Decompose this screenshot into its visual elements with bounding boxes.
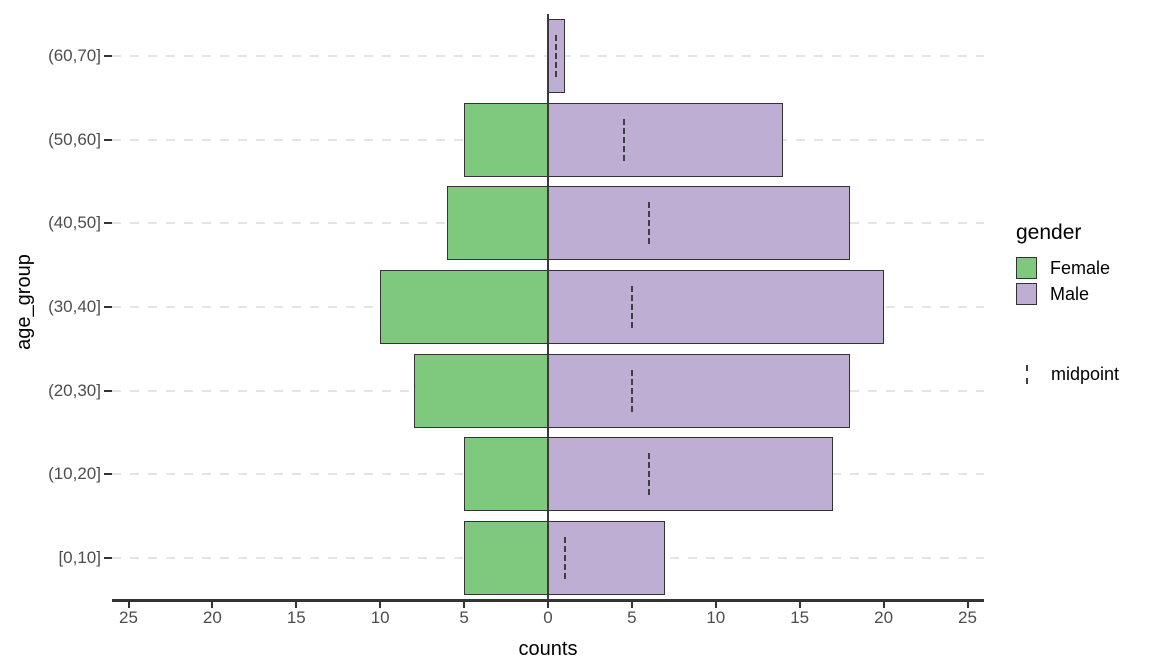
x-tick-mark [798, 600, 801, 608]
y-tick-mark [104, 389, 112, 392]
midpoint-marker [555, 34, 558, 77]
x-tick-mark [211, 600, 214, 608]
male-bar [548, 102, 783, 177]
zero-line [547, 14, 550, 600]
x-tick-label: 25 [119, 608, 138, 627]
plot-panel [112, 14, 984, 600]
female-bar [447, 186, 548, 261]
x-tick-label: 10 [370, 608, 390, 627]
x-tick-mark [714, 600, 717, 608]
female-bar [464, 102, 548, 177]
female-bar [464, 521, 548, 596]
midpoint-marker [563, 537, 566, 580]
x-tick-label: 5 [459, 608, 469, 627]
male-bar [548, 186, 851, 261]
legend-swatch-male [1016, 283, 1037, 305]
male-bar [548, 437, 834, 512]
male-bar [548, 270, 884, 344]
x-tick-label: 20 [202, 608, 222, 627]
y-tick-mark [104, 222, 112, 225]
male-bar [548, 353, 851, 428]
y-tick-label: [0,10] [58, 548, 101, 568]
x-tick-label: 15 [790, 608, 810, 627]
legend-title: gender [1016, 221, 1082, 244]
male-bar [548, 521, 666, 596]
legend-entries: Female Male [1016, 256, 1148, 306]
x-tick-mark [882, 600, 885, 608]
legend-label: Male [1050, 283, 1090, 304]
midpoint-key-line [1026, 364, 1028, 384]
x-axis-title: counts [518, 638, 578, 660]
y-tick-mark [104, 306, 112, 308]
x-tick-mark [127, 600, 130, 608]
midpoint-marker [630, 369, 633, 412]
x-tick-label: 20 [874, 608, 894, 627]
legend-entry-midpoint: midpoint [1016, 362, 1148, 386]
y-tick-mark [104, 473, 112, 476]
y-tick-label: (50,60] [48, 129, 101, 149]
x-tick-label: 15 [286, 608, 306, 627]
legend-entry-female: Female [1016, 256, 1148, 280]
female-bar [413, 353, 548, 428]
legend-entry-male: Male [1016, 282, 1148, 306]
x-tick-mark [630, 600, 633, 608]
y-tick-mark [104, 138, 112, 141]
y-tick-label: (20,30] [48, 380, 101, 400]
x-tick-mark [463, 600, 466, 608]
female-bar [380, 270, 548, 344]
y-tick-label: (40,50] [48, 213, 101, 233]
x-tick-label: 5 [627, 608, 637, 627]
midpoint-marker [647, 453, 650, 496]
y-tick-label: (30,40] [48, 297, 101, 316]
midpoint-marker [622, 118, 625, 161]
midpoint-marker [630, 286, 633, 328]
legend-label: midpoint [1051, 363, 1120, 384]
x-tick-mark [966, 600, 969, 608]
x-tick-mark [547, 600, 549, 608]
legend-secondary: midpoint [1016, 362, 1148, 386]
y-tick-label: (10,20] [48, 464, 101, 484]
y-tick-label: (60,70] [48, 45, 101, 65]
y-tick-mark [104, 54, 112, 57]
legend-swatch-female [1016, 257, 1037, 279]
midpoint-marker [647, 202, 650, 245]
legend-label: Female [1050, 257, 1111, 278]
legend: gender Female Male midpoint [1016, 221, 1148, 388]
y-tick-mark [104, 557, 112, 560]
x-tick-mark [295, 600, 298, 608]
x-tick-mark [379, 600, 382, 608]
x-tick-label: 25 [958, 608, 977, 627]
x-tick-label: 0 [543, 608, 553, 627]
dashed-line-icon [1016, 363, 1038, 385]
x-tick-label: 10 [706, 608, 726, 627]
female-bar [464, 437, 548, 512]
